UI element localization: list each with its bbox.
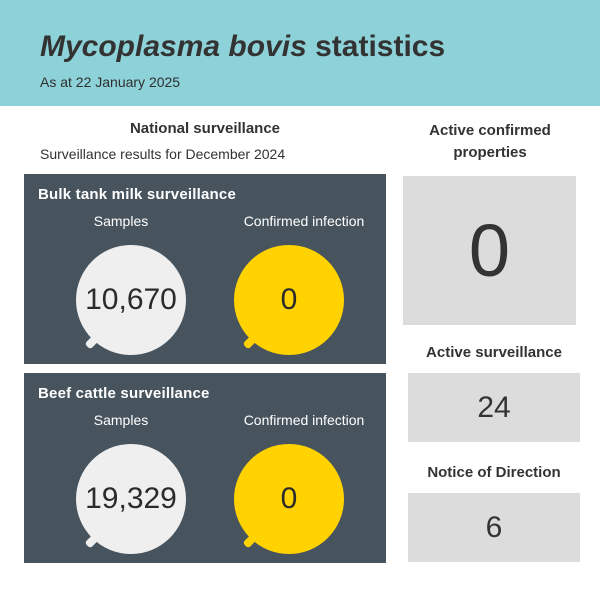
panel-title: Beef cattle surveillance [38,385,210,402]
samples-bubble: 19,329 [76,444,186,554]
notice-of-direction-value: 6 [485,510,503,544]
bulk-tank-milk-panel: Bulk tank milk surveillance Samples Conf… [24,174,386,364]
confirmed-infection-label: Confirmed infection [243,213,365,229]
header-banner: Mycoplasma bovis statistics As at 22 Jan… [0,0,600,106]
national-surveillance-heading: National surveillance [129,120,281,137]
active-surveillance-box: 24 [408,373,580,442]
national-surveillance-subtitle: Surveillance results for December 2024 [40,146,286,162]
panel-title: Bulk tank milk surveillance [38,186,236,203]
confirmed-value: 0 [280,482,298,515]
samples-bubble: 10,670 [76,245,186,355]
confirmed-infection-label: Confirmed infection [243,412,365,428]
as-at-date: As at 22 January 2025 [40,74,181,90]
confirmed-bubble: 0 [234,444,344,554]
confirmed-bubble: 0 [234,245,344,355]
notice-of-direction-heading: Notice of Direction [427,464,561,481]
active-confirmed-properties-value: 0 [468,209,511,292]
active-surveillance-heading: Active surveillance [426,344,562,361]
beef-cattle-panel: Beef cattle surveillance Samples Confirm… [24,373,386,563]
page-title-rest: statistics [306,30,446,63]
samples-value: 10,670 [85,283,177,316]
samples-label: Samples [93,213,149,229]
active-confirmed-properties-box: 0 [403,176,576,325]
active-confirmed-properties-heading: Active confirmed properties [429,122,551,161]
samples-label: Samples [93,412,149,428]
notice-of-direction-box: 6 [408,493,580,562]
samples-value: 19,329 [85,482,177,515]
confirmed-value: 0 [280,283,298,316]
page-title-italic: Mycoplasma bovis [40,30,307,63]
active-surveillance-value: 24 [477,390,511,424]
page-title: Mycoplasma bovis statistics [40,30,445,64]
